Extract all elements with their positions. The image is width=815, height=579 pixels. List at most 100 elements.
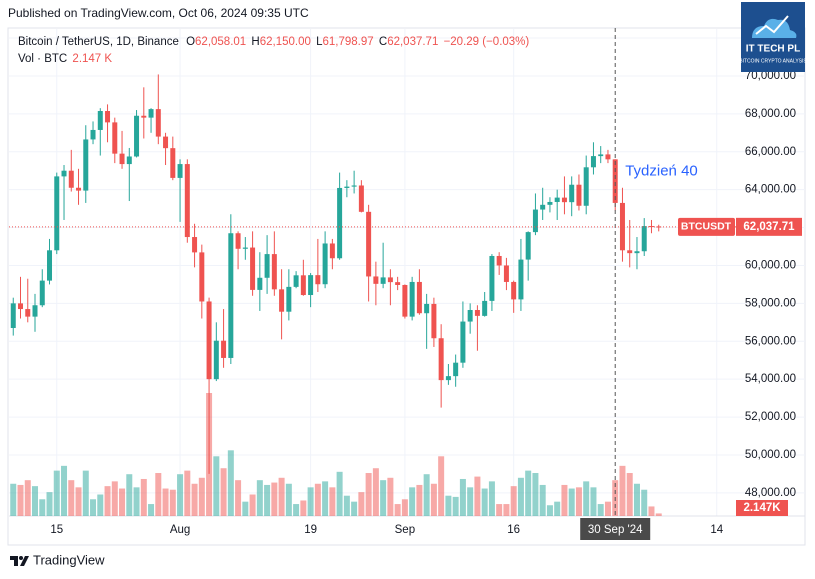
candle-body	[445, 376, 451, 381]
volume-bar	[90, 499, 97, 516]
candle-body	[97, 111, 103, 130]
volume-bar	[155, 473, 162, 516]
volume-bar	[438, 456, 445, 516]
volume-bar	[655, 513, 662, 516]
candle-body	[235, 233, 241, 249]
candle-body	[358, 185, 364, 212]
candle-body	[47, 250, 53, 281]
volume-badge-bg	[736, 500, 788, 516]
volume-bar	[365, 473, 372, 516]
logo-cloud	[752, 18, 797, 38]
volume-legend: Vol · BTC 2.147 K	[18, 53, 112, 65]
candle-body	[177, 164, 183, 178]
volume-bar	[554, 501, 561, 516]
volume-bar	[532, 473, 539, 516]
candle-body	[547, 201, 553, 205]
candle-body	[605, 154, 611, 160]
volume-bar	[24, 480, 31, 516]
volume-bar	[496, 504, 503, 516]
volume-bar	[75, 487, 82, 516]
volume-bar	[162, 488, 169, 516]
candle-body	[141, 115, 147, 118]
volume-bar	[169, 489, 176, 516]
volume-bar	[387, 477, 394, 516]
volume-bar	[423, 474, 430, 516]
candle-body	[641, 226, 647, 252]
vol-key: Vol · BTC	[18, 53, 67, 65]
y-tick-label: 50,000.00	[745, 449, 796, 461]
change: −20.29 (−0.03%)	[444, 36, 530, 48]
candle-body	[627, 250, 633, 254]
candle-body	[482, 300, 488, 316]
y-tick-label: 66,000.00	[745, 146, 796, 158]
volume-bar	[561, 484, 568, 516]
volume-bar	[213, 456, 220, 516]
candle-body	[540, 204, 546, 210]
volume-bar	[329, 487, 336, 516]
volume-bar	[626, 473, 633, 516]
volume-bar	[285, 483, 292, 516]
footer-icon	[10, 556, 29, 566]
crosshair-label: 30 Sep '24	[588, 524, 643, 536]
volume-bar	[314, 483, 321, 516]
volume-bar	[104, 486, 111, 516]
footer: TradingView	[10, 552, 105, 567]
y-tick-label: 60,000.00	[745, 259, 796, 271]
volume-bar	[10, 483, 17, 516]
candle-body	[286, 286, 292, 312]
volume-bar	[17, 484, 24, 516]
volume-bar	[481, 488, 488, 516]
annotation: Tydzień 40	[625, 163, 698, 180]
x-tick-label: 14	[710, 524, 723, 536]
volume-bar	[351, 501, 358, 516]
candle-body	[126, 156, 132, 165]
candle-body	[561, 197, 567, 203]
volume-bar	[61, 465, 68, 516]
volume-bar	[177, 474, 184, 516]
volume-bar	[597, 504, 604, 516]
candle-body	[155, 109, 161, 137]
symbol-badge: BTCUSDT	[681, 221, 732, 233]
volume-bar	[539, 484, 546, 516]
y-tick-label: 58,000.00	[745, 297, 796, 309]
candle-body	[293, 275, 299, 287]
candle-body	[119, 153, 125, 165]
h-key: H	[251, 36, 259, 48]
logo-subtitle: BITCOIN CRYPTO ANALYSIS	[739, 58, 807, 64]
candle-body	[656, 226, 662, 228]
logo-title: IT TECH PL	[746, 44, 800, 55]
volume-bar	[278, 477, 285, 516]
logo: IT TECH PL BITCOIN CRYPTO ANALYSIS	[739, 2, 807, 72]
candle-body	[344, 186, 350, 188]
volume-bar	[191, 483, 198, 516]
candle-body	[61, 170, 67, 177]
volume-bar	[510, 486, 517, 516]
volume-bar	[264, 484, 271, 516]
volume-bar	[293, 504, 300, 516]
symbol-badge-bg	[678, 217, 735, 236]
volume-bar	[343, 495, 350, 516]
y-tick-label: 48,000.00	[745, 487, 796, 499]
title: Bitcoin / TetherUS, 1D, Binance	[18, 36, 179, 48]
published: Published on TradingView.com, Oct 06, 20…	[8, 6, 309, 20]
footer-dot	[19, 556, 23, 560]
candle-body	[503, 265, 509, 282]
candle-body	[380, 277, 386, 284]
candle-body	[90, 129, 96, 140]
volume-bar	[53, 470, 60, 516]
candle-body	[612, 159, 618, 203]
volume-bar	[619, 465, 626, 516]
candle-body	[590, 156, 596, 168]
volume-bar	[604, 501, 611, 516]
volume-bar	[409, 487, 416, 516]
volume-bar	[517, 477, 524, 516]
y-tick-label: 56,000.00	[745, 335, 796, 347]
volume-badge: 2.147K	[743, 502, 781, 514]
candle-body	[525, 232, 531, 260]
volume-bar	[445, 495, 452, 516]
candle-body	[424, 303, 430, 314]
candle-body	[619, 202, 625, 251]
volume-bar	[452, 496, 459, 516]
volume-bar	[148, 504, 155, 516]
